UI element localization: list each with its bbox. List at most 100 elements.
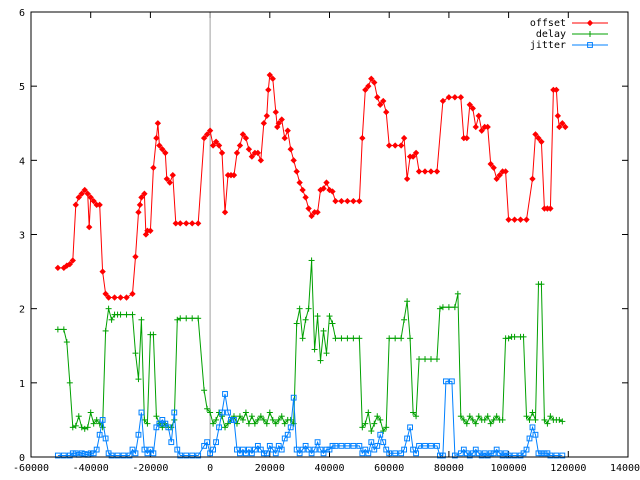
point-offset bbox=[523, 216, 530, 223]
point-delay bbox=[299, 335, 306, 342]
legend-marker-delay bbox=[587, 31, 593, 37]
point-offset bbox=[230, 172, 238, 179]
point-offset bbox=[553, 86, 560, 94]
point-delay bbox=[460, 416, 467, 423]
point-jitter bbox=[225, 409, 231, 416]
point-offset bbox=[233, 149, 241, 157]
point-jitter bbox=[434, 442, 440, 449]
point-jitter bbox=[93, 446, 100, 453]
point-offset bbox=[81, 186, 88, 194]
point-offset bbox=[421, 168, 429, 175]
point-delay bbox=[433, 356, 440, 363]
point-delay bbox=[383, 424, 390, 431]
point-jitter bbox=[532, 431, 539, 438]
point-offset bbox=[484, 123, 491, 131]
point-delay bbox=[272, 420, 279, 427]
point-jitter bbox=[374, 442, 381, 449]
point-delay bbox=[410, 409, 417, 416]
y-tick-label: 2 bbox=[19, 305, 25, 316]
point-offset bbox=[451, 94, 459, 101]
point-jitter bbox=[248, 450, 255, 457]
point-delay bbox=[413, 413, 420, 420]
point-delay bbox=[377, 416, 384, 423]
point-delay bbox=[266, 409, 273, 416]
point-delay bbox=[371, 420, 378, 427]
point-jitter bbox=[493, 446, 500, 453]
point-delay bbox=[230, 413, 237, 420]
point-offset bbox=[374, 94, 381, 101]
point-delay bbox=[481, 416, 488, 423]
point-offset bbox=[299, 186, 306, 194]
point-jitter bbox=[404, 435, 411, 442]
point-jitter bbox=[207, 450, 213, 457]
point-delay bbox=[204, 405, 211, 412]
point-offset bbox=[177, 220, 184, 227]
point-offset bbox=[338, 197, 345, 205]
point-offset bbox=[203, 131, 211, 138]
plot-border bbox=[30, 11, 629, 458]
point-offset bbox=[236, 142, 244, 149]
point-offset bbox=[194, 220, 202, 227]
point-jitter bbox=[183, 452, 190, 459]
point-delay bbox=[490, 416, 497, 423]
point-jitter bbox=[428, 442, 434, 449]
point-delay bbox=[559, 418, 566, 425]
point-jitter bbox=[272, 450, 279, 457]
point-offset bbox=[323, 179, 330, 186]
point-delay bbox=[326, 313, 333, 320]
point-jitter bbox=[129, 446, 136, 453]
point-jitter bbox=[195, 452, 202, 459]
point-jitter bbox=[275, 442, 282, 449]
point-jitter bbox=[323, 446, 330, 453]
point-delay bbox=[544, 420, 551, 427]
point-delay bbox=[469, 416, 476, 423]
point-offset bbox=[242, 134, 250, 142]
point-offset bbox=[221, 209, 229, 216]
point-offset bbox=[90, 197, 97, 205]
point-jitter bbox=[541, 450, 548, 457]
point-delay bbox=[439, 304, 446, 311]
point-jitter bbox=[311, 446, 318, 453]
point-offset bbox=[135, 209, 142, 216]
point-jitter bbox=[490, 450, 497, 457]
point-jitter bbox=[457, 450, 464, 457]
point-offset bbox=[409, 153, 417, 160]
point-offset bbox=[529, 175, 536, 183]
series-jitter bbox=[54, 378, 566, 459]
point-delay bbox=[225, 420, 232, 427]
point-offset bbox=[200, 134, 208, 142]
point-delay bbox=[129, 311, 136, 318]
point-jitter bbox=[87, 450, 94, 457]
point-jitter bbox=[90, 450, 97, 457]
point-delay bbox=[254, 416, 261, 423]
point-delay bbox=[320, 327, 327, 334]
point-offset bbox=[386, 142, 393, 149]
point-delay bbox=[210, 420, 217, 427]
point-jitter bbox=[174, 446, 181, 453]
point-jitter bbox=[416, 442, 422, 449]
x-tick-label: -60000 bbox=[13, 463, 49, 474]
point-delay bbox=[511, 333, 518, 340]
point-jitter bbox=[81, 451, 88, 457]
point-delay bbox=[475, 413, 482, 420]
point-offset bbox=[138, 194, 145, 201]
x-tick-label: 20000 bbox=[255, 463, 285, 474]
point-jitter bbox=[386, 450, 393, 457]
point-offset bbox=[457, 94, 465, 101]
point-delay bbox=[150, 331, 157, 338]
point-offset bbox=[172, 220, 179, 227]
point-offset bbox=[272, 108, 279, 116]
point-delay bbox=[484, 413, 491, 420]
point-offset bbox=[392, 142, 399, 149]
point-delay bbox=[416, 356, 423, 363]
x-tick-label: 0 bbox=[207, 463, 213, 474]
point-jitter bbox=[269, 446, 276, 453]
point-jitter bbox=[299, 446, 306, 453]
point-jitter bbox=[451, 452, 458, 459]
point-jitter bbox=[553, 452, 560, 459]
series-line-jitter bbox=[57, 380, 563, 457]
legend-label-jitter: jitter bbox=[530, 40, 566, 51]
point-jitter bbox=[114, 452, 121, 459]
point-offset bbox=[269, 75, 276, 82]
point-offset bbox=[183, 220, 190, 227]
